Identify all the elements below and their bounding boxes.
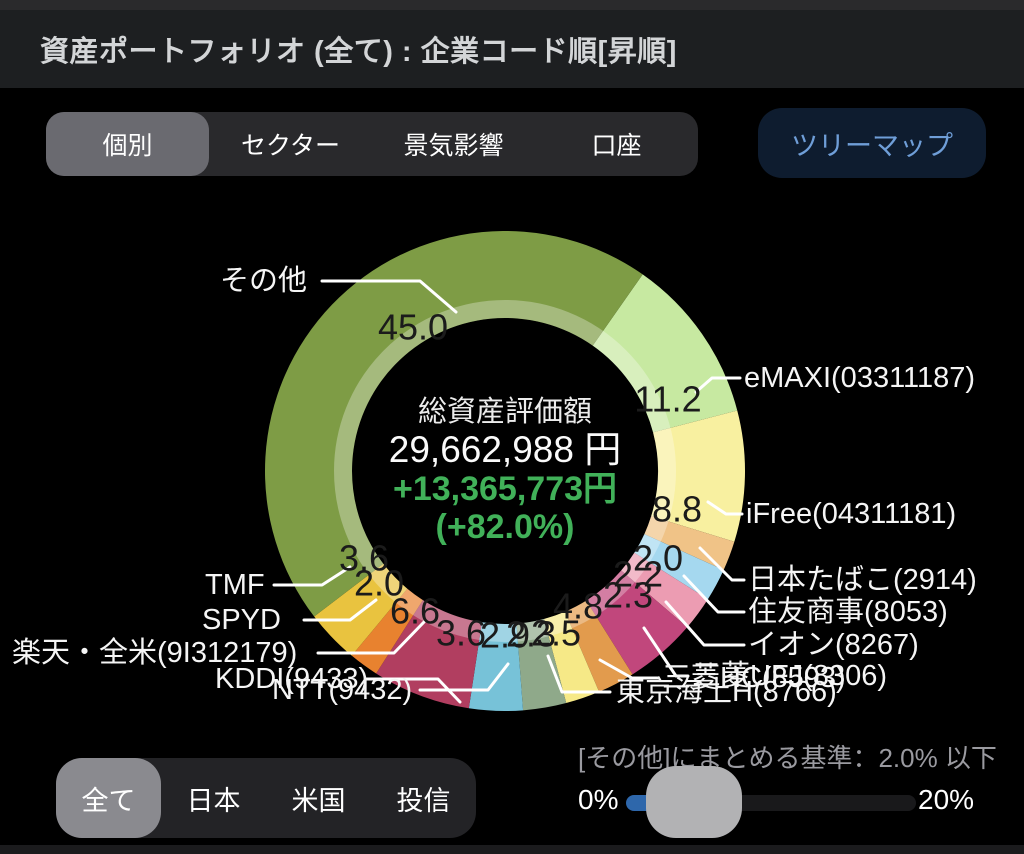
donut-slice[interactable] <box>621 552 708 628</box>
slice-name-label: イオン(8267) <box>748 629 919 661</box>
threshold-slider-track[interactable] <box>626 766 916 838</box>
slice-leader-line <box>682 574 746 614</box>
slice-value-label: 8.8 <box>652 489 702 530</box>
donut-slice[interactable] <box>376 600 482 709</box>
slice-name-label: 三菱HC(8593) <box>662 661 846 694</box>
slice-value-label: 2.3 <box>506 614 556 655</box>
slice-name-label: 日本たばこ(2914) <box>748 563 977 596</box>
slice-name-label: その他 <box>220 264 307 297</box>
donut-slice[interactable] <box>644 516 735 570</box>
slider-max-label: 20% <box>918 784 975 815</box>
treemap-button[interactable]: ツリーマップ <box>758 108 986 178</box>
bottom-sheet-edge <box>0 845 1024 854</box>
slice-value-label: 3.6 <box>436 613 486 654</box>
slice-value-label: 2.3 <box>603 575 653 616</box>
tab-account[interactable]: 口座 <box>591 132 642 160</box>
donut-slice[interactable] <box>314 563 408 656</box>
donut-slice[interactable] <box>651 410 745 542</box>
threshold-label: [その他]にまとめる基準：2.0% 以下 <box>578 743 997 773</box>
slice-leader-line <box>364 677 462 704</box>
slice-value-label: 45.0 <box>378 307 448 348</box>
slice-leader-line <box>598 658 660 680</box>
slice-leader-line <box>320 279 458 314</box>
slice-leader-line <box>418 662 510 692</box>
tab-sector[interactable]: セクター <box>240 132 340 160</box>
slice-name-label: 東京海上H(8766) <box>616 675 837 708</box>
donut-slice[interactable] <box>264 230 643 617</box>
slice-value-label: 3.6 <box>339 538 389 579</box>
donut-slice[interactable] <box>634 534 724 600</box>
slice-value-label: 2.0 <box>354 563 404 604</box>
slice-name-label: iFree(04311181) <box>746 498 956 530</box>
slice-leader-line <box>302 598 378 622</box>
slider-min-label: 0% <box>578 784 619 815</box>
market-tab-bar: 全て 日本 米国 投信 <box>56 758 476 838</box>
slice-name-label: 三菱UFJ(8306) <box>692 659 887 692</box>
slice-value-label: 4.8 <box>553 586 603 627</box>
slider-thumb[interactable] <box>646 766 742 838</box>
donut-inner-rim-highlight <box>334 300 676 642</box>
status-bar-strip <box>0 0 1024 10</box>
slice-value-label: 2.0 <box>633 538 683 579</box>
slice-leader-line <box>316 620 426 655</box>
slice-leader-line <box>642 626 690 678</box>
slice-leader-line <box>546 654 612 694</box>
slice-value-label: 2.9 <box>480 615 530 656</box>
slice-name-label: 住友商事(8053) <box>748 595 948 628</box>
slice-leader-line <box>272 565 352 587</box>
tab-japan[interactable]: 日本 <box>186 785 241 816</box>
slice-name-label: NTT(9432) <box>272 674 412 706</box>
slice-value-label: 2.2 <box>613 554 663 595</box>
slice-leader-line <box>694 376 742 394</box>
slice-name-label: TMF <box>205 569 265 601</box>
page-header: 資産ポートフォリオ (全て) : 企業コード順[昇順] <box>0 10 1024 88</box>
donut-slice[interactable] <box>586 570 688 675</box>
tab-all-markets[interactable]: 全て <box>56 758 161 838</box>
slice-value-label: 2.5 <box>531 613 581 654</box>
slice-leader-line <box>698 546 746 582</box>
slice-name-label: 楽天・全米(9I312179) <box>12 636 297 669</box>
slice-value-label: 11.2 <box>634 379 701 420</box>
donut-slice[interactable] <box>544 611 600 704</box>
tab-us[interactable]: 米国 <box>291 785 346 816</box>
slice-name-label: eMAXI(03311187) <box>744 362 975 394</box>
slice-name-label: SPYD <box>202 604 281 636</box>
donut-slice[interactable] <box>592 274 738 433</box>
view-tab-bar: 個別 セクター 景気影響 口座 <box>46 112 698 176</box>
tab-individual[interactable]: 個別 <box>46 112 209 176</box>
tab-economic-impact[interactable]: 景気影響 <box>403 132 504 160</box>
donut-slice[interactable] <box>516 618 567 711</box>
page-title: 資産ポートフォリオ (全て) : 企業コード順[昇順] <box>40 36 677 68</box>
slice-leader-line <box>664 600 746 647</box>
slice-name-label: KDDI(9433) <box>215 663 368 695</box>
slice-leader-line <box>706 500 744 516</box>
slice-value-label: 6.6 <box>390 591 440 632</box>
tab-funds[interactable]: 投信 <box>396 785 451 816</box>
